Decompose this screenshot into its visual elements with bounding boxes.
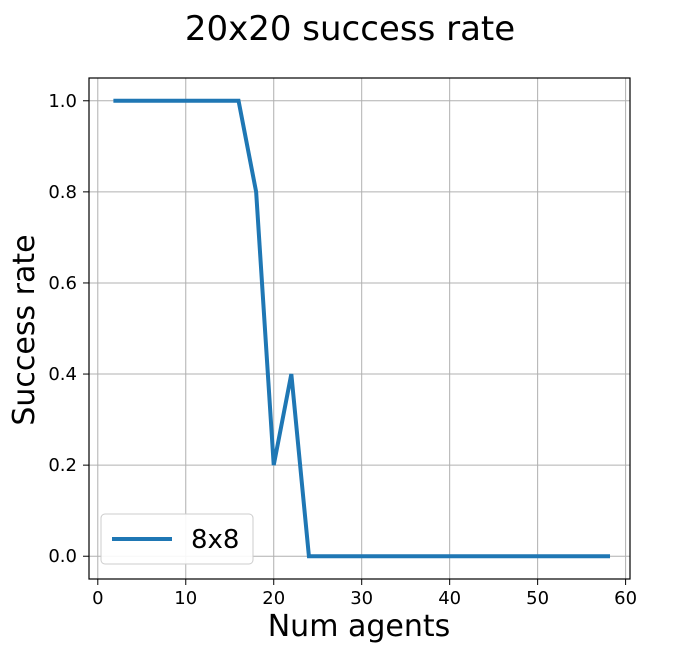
x-tick-label: 10 bbox=[174, 588, 197, 609]
x-tick-label: 0 bbox=[92, 588, 103, 609]
x-axis-label: Num agents bbox=[268, 609, 451, 644]
x-tick-label: 60 bbox=[614, 588, 637, 609]
plot-area-frame bbox=[88, 77, 631, 580]
y-tick-label: 1.0 bbox=[48, 91, 77, 112]
axis-ticks: 0 10 20 30 40 50 60 0.0 0.2 0.4 0.6 0.8 1.0 bbox=[48, 91, 637, 609]
legend: 8x8 bbox=[100, 513, 254, 565]
y-tick-label: 0.4 bbox=[48, 364, 77, 385]
legend-label: 8x8 bbox=[191, 525, 239, 555]
chart-title: 20x20 success rate bbox=[185, 9, 515, 49]
x-tick-label: 50 bbox=[526, 588, 549, 609]
grid bbox=[89, 78, 630, 579]
y-axis-label: Success rate bbox=[7, 234, 42, 425]
y-tick-label: 0.2 bbox=[48, 455, 77, 476]
legend-box bbox=[100, 513, 254, 565]
x-tick-label: 40 bbox=[438, 588, 461, 609]
y-tick-label: 0.6 bbox=[48, 273, 77, 294]
series-layer bbox=[113, 98, 611, 559]
series-line bbox=[113, 98, 611, 559]
x-tick-label: 20 bbox=[262, 588, 285, 609]
y-tick-label: 0.0 bbox=[48, 546, 77, 567]
x-tick-label: 30 bbox=[350, 588, 373, 609]
y-tick-label: 0.8 bbox=[48, 182, 77, 203]
